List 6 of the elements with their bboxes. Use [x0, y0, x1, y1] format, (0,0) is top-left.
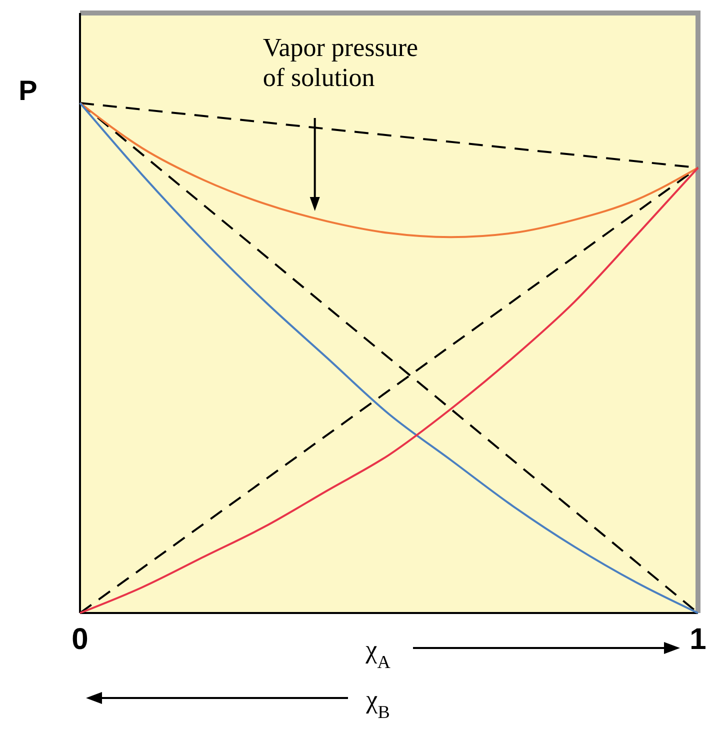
- x-axis-title: χ$_{A}$: [364, 635, 390, 672]
- x-tick-label: 0: [72, 623, 88, 656]
- text: Vapor pressure of solution: [262, 33, 418, 92]
- x-tick-label: 1: [690, 623, 706, 656]
- text: χ$_{B}$: [365, 685, 390, 722]
- y-axis-title: P: [18, 75, 38, 106]
